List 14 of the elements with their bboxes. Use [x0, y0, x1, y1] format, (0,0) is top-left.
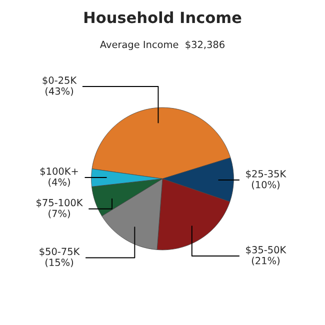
chart-subtitle: Average Income $32,386 — [100, 40, 224, 50]
slice-label: $50-75K — [40, 248, 80, 256]
slice-label: $100K+ — [40, 167, 78, 176]
data-label: (43%) — [46, 87, 74, 96]
data-label: (15%) — [46, 258, 74, 268]
data-label: (21%) — [252, 256, 280, 266]
slice-label: $25-35K — [246, 170, 286, 179]
data-label: (7%) — [48, 210, 70, 218]
slice-label: $75-100K — [36, 198, 83, 208]
data-label: (4%) — [48, 178, 70, 187]
slice-label: $0-25K — [42, 76, 77, 86]
chart-title: Household Income — [84, 11, 242, 24]
data-label: (10%) — [252, 180, 280, 190]
slice-label: $35-50K — [246, 246, 286, 255]
